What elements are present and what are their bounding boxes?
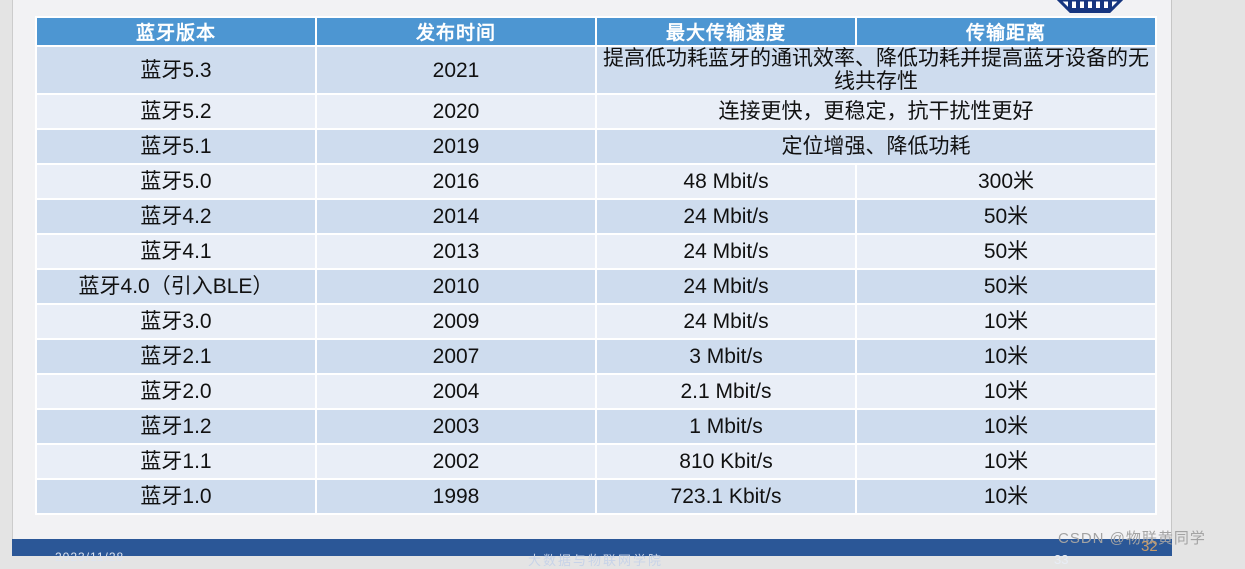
- cell-distance: 300米: [855, 163, 1157, 201]
- cell-distance: 10米: [855, 303, 1157, 341]
- cell-feature-note: 连接更快，更稳定，抗干扰性更好: [595, 93, 1157, 131]
- cell-year: 2010: [315, 268, 597, 306]
- cell-speed: 723.1 Kbit/s: [595, 478, 857, 516]
- cell-year: 2013: [315, 233, 597, 271]
- table-row: 蓝牙5.0 2016 48 Mbit/s 300米: [35, 163, 1157, 201]
- cell-year: 2016: [315, 163, 597, 201]
- table-row: 蓝牙2.1 2007 3 Mbit/s 10米: [35, 338, 1157, 376]
- cell-version: 蓝牙1.2: [35, 408, 317, 446]
- footer-page-indicator: 33: [1054, 552, 1069, 567]
- cell-distance: 50米: [855, 268, 1157, 306]
- footer-date: 2023/11/28: [55, 550, 125, 564]
- cell-version: 蓝牙1.0: [35, 478, 317, 516]
- cell-distance: 10米: [855, 478, 1157, 516]
- table-row: 蓝牙1.2 2003 1 Mbit/s 10米: [35, 408, 1157, 446]
- table-row: 蓝牙4.2 2014 24 Mbit/s 50米: [35, 198, 1157, 236]
- header-version: 蓝牙版本: [35, 16, 317, 47]
- cell-version: 蓝牙5.0: [35, 163, 317, 201]
- cell-year: 2002: [315, 443, 597, 481]
- cell-version: 蓝牙3.0: [35, 303, 317, 341]
- cell-feature-note: 定位增强、降低功耗: [595, 128, 1157, 166]
- table-row: 蓝牙5.2 2020 连接更快，更稳定，抗干扰性更好: [35, 93, 1157, 131]
- cell-year: 1998: [315, 478, 597, 516]
- cell-speed: 810 Kbit/s: [595, 443, 857, 481]
- csdn-watermark: CSDN @物联黄同学: [1058, 530, 1206, 547]
- table-row: 蓝牙5.1 2019 定位增强、降低功耗: [35, 128, 1157, 166]
- cell-distance: 10米: [855, 408, 1157, 446]
- cell-speed: 48 Mbit/s: [595, 163, 857, 201]
- table-header-row: 蓝牙版本 发布时间 最大传输速度 传输距离: [35, 16, 1157, 47]
- cell-speed: 2.1 Mbit/s: [595, 373, 857, 411]
- cell-year: 2021: [315, 44, 597, 96]
- cell-year: 2009: [315, 303, 597, 341]
- cell-year: 2004: [315, 373, 597, 411]
- cell-version: 蓝牙2.1: [35, 338, 317, 376]
- cell-speed: 3 Mbit/s: [595, 338, 857, 376]
- cell-speed: 24 Mbit/s: [595, 268, 857, 306]
- cell-distance: 50米: [855, 198, 1157, 236]
- table-row: 蓝牙1.1 2002 810 Kbit/s 10米: [35, 443, 1157, 481]
- slide-page-number: 32: [1141, 538, 1158, 555]
- header-distance: 传输距离: [855, 16, 1157, 47]
- cell-year: 2003: [315, 408, 597, 446]
- table-row: 蓝牙4.0（引入BLE） 2010 24 Mbit/s 50米: [35, 268, 1157, 306]
- cell-version: 蓝牙2.0: [35, 373, 317, 411]
- table-row: 蓝牙3.0 2009 24 Mbit/s 10米: [35, 303, 1157, 341]
- university-crest-icon: [1057, 0, 1123, 13]
- cell-year: 2007: [315, 338, 597, 376]
- cell-version: 蓝牙1.1: [35, 443, 317, 481]
- cell-year: 2014: [315, 198, 597, 236]
- table-row: 蓝牙2.0 2004 2.1 Mbit/s 10米: [35, 373, 1157, 411]
- cell-version: 蓝牙5.2: [35, 93, 317, 131]
- cell-version: 蓝牙5.3: [35, 44, 317, 96]
- cell-speed: 24 Mbit/s: [595, 303, 857, 341]
- footer-department: 大数据与物联网学院: [528, 553, 664, 568]
- cell-distance: 10米: [855, 443, 1157, 481]
- header-release-date: 发布时间: [315, 16, 597, 47]
- cell-distance: 10米: [855, 338, 1157, 376]
- table-row: 蓝牙1.0 1998 723.1 Kbit/s 10米: [35, 478, 1157, 516]
- cell-feature-note: 提高低功耗蓝牙的通讯效率、降低功耗并提高蓝牙设备的无线共存性: [595, 44, 1157, 96]
- bluetooth-version-table: 蓝牙版本 发布时间 最大传输速度 传输距离 蓝牙5.3 2021 提高低功耗蓝牙…: [35, 16, 1157, 516]
- table-row: 蓝牙5.3 2021 提高低功耗蓝牙的通讯效率、降低功耗并提高蓝牙设备的无线共存…: [35, 44, 1157, 96]
- cell-distance: 50米: [855, 233, 1157, 271]
- slide-footer-bar: [12, 539, 1172, 556]
- cell-version: 蓝牙4.1: [35, 233, 317, 271]
- page: { "colors": { "header_bg": "#4d96d2", "r…: [12, 0, 1206, 568]
- cell-distance: 10米: [855, 373, 1157, 411]
- header-max-speed: 最大传输速度: [595, 16, 857, 47]
- slide-canvas: 蓝牙版本 发布时间 最大传输速度 传输距离 蓝牙5.3 2021 提高低功耗蓝牙…: [12, 0, 1172, 556]
- cell-version: 蓝牙5.1: [35, 128, 317, 166]
- cell-speed: 24 Mbit/s: [595, 198, 857, 236]
- cell-version: 蓝牙4.0（引入BLE）: [35, 268, 317, 306]
- cell-speed: 1 Mbit/s: [595, 408, 857, 446]
- cell-year: 2020: [315, 93, 597, 131]
- cell-year: 2019: [315, 128, 597, 166]
- cell-speed: 24 Mbit/s: [595, 233, 857, 271]
- table-row: 蓝牙4.1 2013 24 Mbit/s 50米: [35, 233, 1157, 271]
- cell-version: 蓝牙4.2: [35, 198, 317, 236]
